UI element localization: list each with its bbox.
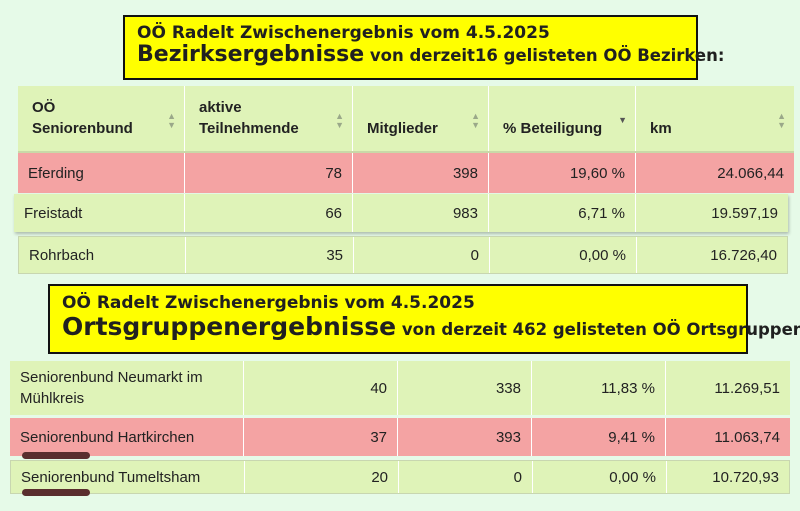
cell-beteiligung: 9,41 % [532,418,666,456]
sort-icon[interactable]: ▲ ▼ [167,111,176,130]
cell-km: 19.597,19 [711,204,778,222]
column-header-teilnehmende[interactable]: aktive Teilnehmende ▲ ▼ [185,86,353,151]
banner-date-line: OÖ Radelt Zwischenergebnis vom 4.5.2025 [62,293,475,313]
cell-name-line1: Seniorenbund Neumarkt im [20,369,203,386]
table-row[interactable]: Seniorenbund Tumeltsham 20 0 0,00 % 10.7… [10,460,790,494]
cell-beteiligung: 11,83 % [532,361,666,415]
table-row[interactable]: Eferding 78 398 19,60 % 24.066,44 [18,153,794,193]
column-header-km[interactable]: km ▲ ▼ [636,86,794,151]
row-decoration [22,452,90,459]
cell-km: 16.726,40 [710,246,777,264]
header-label-line1: aktive [199,99,242,116]
cell-beteiligung: 19,60 % [489,153,636,193]
cell-name: Seniorenbund Hartkirchen [10,418,244,456]
cell-name: Eferding [18,153,185,193]
cell-mitglieder: 393 [398,418,532,456]
banner-subheading: von derzeit 462 gelisteten OÖ Ortsgruppe… [396,320,800,339]
header-label: % Beteiligung [503,120,603,137]
cell-mitglieder: 398 [353,153,489,193]
cell-name: Freistadt [14,194,185,232]
banner-date-line: OÖ Radelt Zwischenergebnis vom 4.5.2025 [137,23,550,43]
cell-name: Seniorenbund Tumeltsham [11,461,245,493]
cell-beteiligung: 6,71 % [489,194,636,232]
header-label-line1: OÖ [32,99,56,116]
cell-teilnehmende: 66 [185,194,353,232]
column-header-mitglieder[interactable]: Mitglieder ▲ ▼ [353,86,489,151]
sort-icon[interactable]: ▲ ▼ [335,111,344,130]
column-header-seniorenbund[interactable]: OÖ Seniorenbund ▲ ▼ [18,86,185,151]
cell-mitglieder: 338 [398,361,532,415]
cell-km: 11.269,51 [714,379,780,397]
header-label: Mitglieder [367,120,438,137]
table-row[interactable]: Seniorenbund Hartkirchen 37 393 9,41 % 1… [10,418,790,456]
cell-km: 10.720,93 [712,468,779,486]
sort-desc-icon[interactable]: ▼ [618,115,627,125]
cell-km: 24.066,44 [717,164,784,182]
cell-mitglieder: 0 [399,461,533,493]
banner-heading: Bezirksergebnisse [137,42,365,67]
cell-mitglieder: 0 [354,237,490,273]
header-label-line2: Teilnehmende [199,120,299,137]
local-group-results-banner: OÖ Radelt Zwischenergebnis vom 4.5.2025 … [48,284,800,354]
banner-heading: Ortsgruppenergebnisse [62,312,397,341]
row-decoration [22,489,90,496]
cell-name: Rohrbach [19,237,186,273]
header-label: km [650,120,672,137]
cell-km: 11.063,74 [714,428,780,446]
cell-teilnehmende: 35 [186,237,354,273]
cell-teilnehmende: 78 [185,153,353,193]
cell-teilnehmende: 20 [245,461,399,493]
cell-teilnehmende: 37 [244,418,398,456]
cell-name-line2: Mühlkreis [20,390,85,407]
district-results-banner: OÖ Radelt Zwischenergebnis vom 4.5.2025 … [123,15,724,80]
cell-beteiligung: 0,00 % [533,461,667,493]
cell-mitglieder: 983 [353,194,489,232]
column-header-beteiligung[interactable]: % Beteiligung ▼ [489,86,636,151]
table-row[interactable]: Freistadt 66 983 6,71 % 19.597,19 [14,194,788,232]
banner-subheading: von derzeit16 gelisteten OÖ Bezirken: [364,46,725,65]
cell-name: Seniorenbund Neumarkt im Mühlkreis [10,361,244,415]
table-row[interactable]: Seniorenbund Neumarkt im Mühlkreis 40 33… [10,361,790,415]
table-header: OÖ Seniorenbund ▲ ▼ aktive Teilnehmende ▲ ▼ … [18,86,794,153]
sort-icon[interactable]: ▲ ▼ [471,111,480,130]
sort-icon[interactable]: ▲ ▼ [777,111,786,130]
header-label-line2: Seniorenbund [32,120,133,137]
cell-beteiligung: 0,00 % [490,237,637,273]
table-row[interactable]: Rohrbach 35 0 0,00 % 16.726,40 [18,236,788,274]
cell-teilnehmende: 40 [244,361,398,415]
